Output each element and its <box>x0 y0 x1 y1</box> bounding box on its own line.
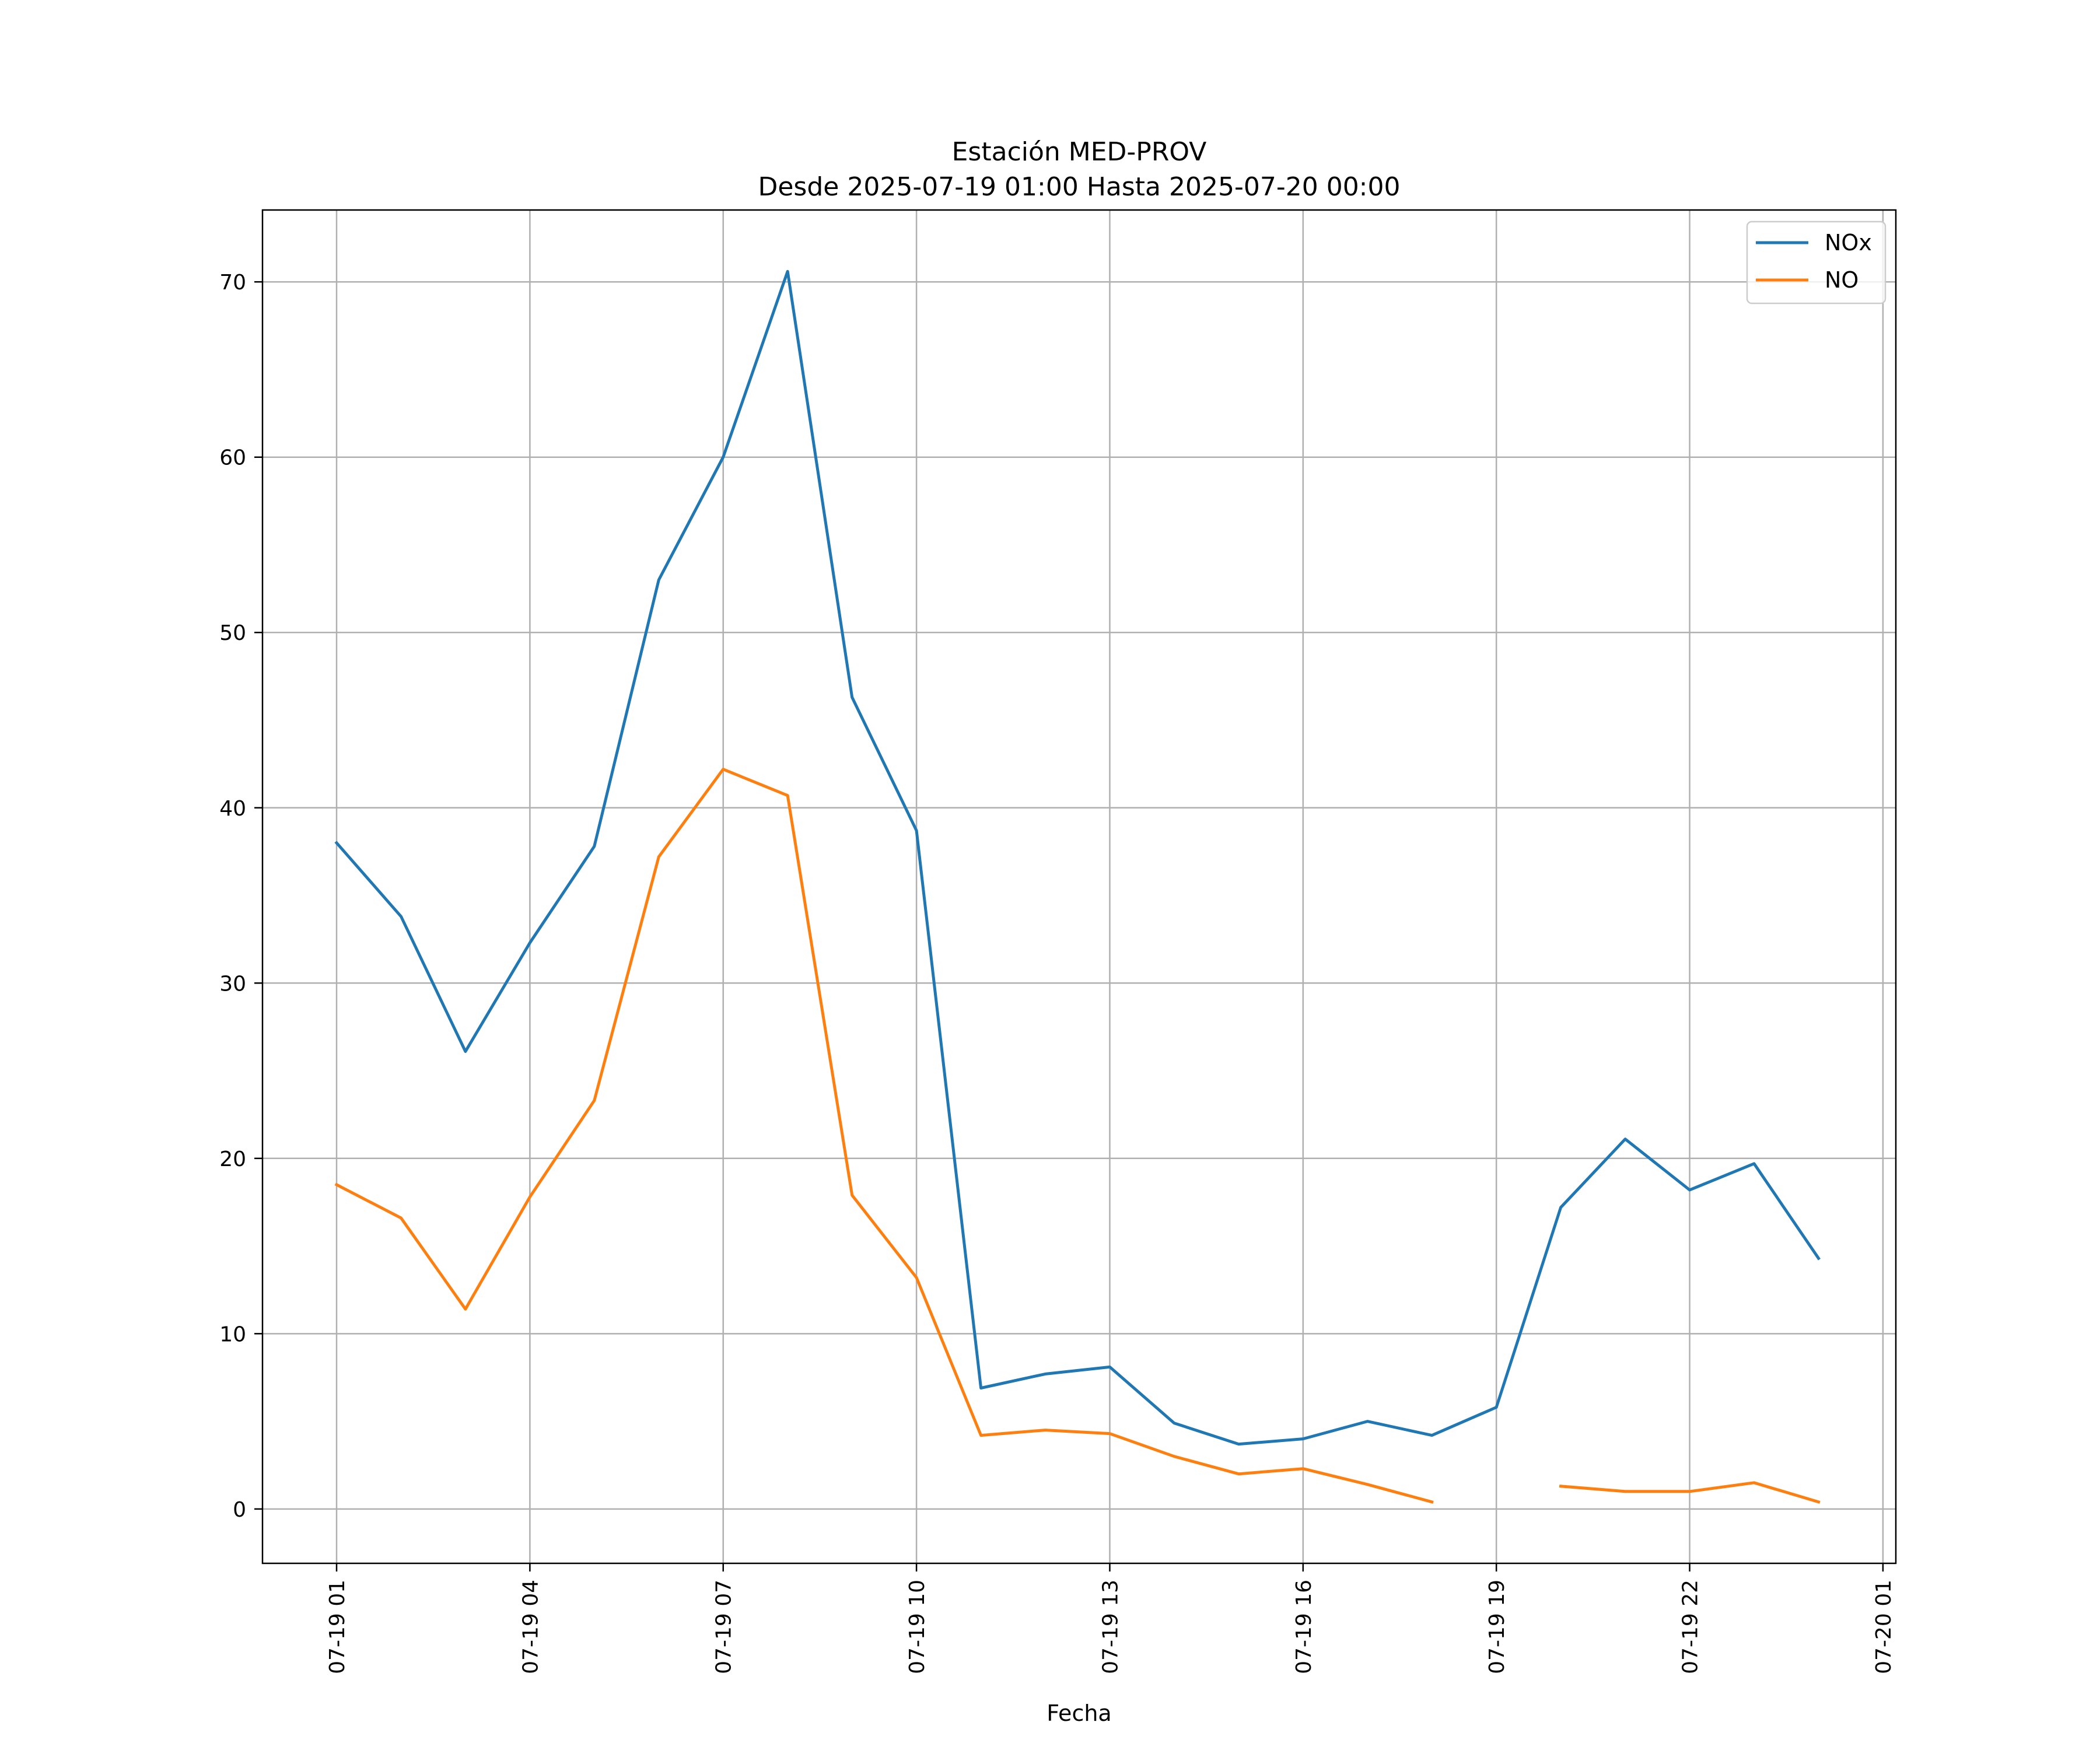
ticks: 07-19 01 07-19 04 07-19 07 07-19 10 07-19 13… <box>219 271 1896 1674</box>
series-no <box>334 768 1821 1504</box>
y-tick-label: 30 <box>219 972 246 996</box>
y-tick-label: 20 <box>219 1147 246 1171</box>
legend: NOx NO <box>1746 220 1887 304</box>
x-tick-label: 07-19 10 <box>905 1580 929 1674</box>
chart-subtitle: Desde 2025-07-19 01:00 Hasta 2025-07-20 … <box>758 172 1400 202</box>
series-line-no <box>1559 1481 1821 1504</box>
y-tick-label: 10 <box>219 1322 246 1346</box>
y-tick-label: 60 <box>219 446 246 470</box>
legend-label-no: NO <box>1825 267 1859 293</box>
x-tick-label: 07-19 22 <box>1679 1580 1703 1674</box>
x-tick-label: 07-20 01 <box>1872 1580 1896 1674</box>
plot-frame <box>261 209 1897 1564</box>
y-tick-label: 0 <box>233 1498 246 1522</box>
series-line-nox <box>334 270 1821 1446</box>
x-tick-label: 07-19 16 <box>1292 1580 1316 1674</box>
series-line-no <box>334 768 1434 1504</box>
x-tick-label: 07-19 07 <box>712 1580 736 1674</box>
series-layer <box>334 270 1821 1504</box>
series-nox <box>334 270 1821 1446</box>
x-tick-label: 07-19 04 <box>519 1580 542 1674</box>
legend-label-nox: NOx <box>1825 230 1872 256</box>
x-axis-label: Fecha <box>1046 1700 1111 1726</box>
x-tick-label: 07-19 19 <box>1485 1580 1509 1674</box>
x-tick-label: 07-19 13 <box>1098 1580 1122 1674</box>
y-tick-label: 70 <box>219 271 246 295</box>
chart-title: Estación MED-PROV <box>952 137 1207 167</box>
grid <box>262 210 1896 1563</box>
x-tick-label: 07-19 01 <box>326 1580 349 1674</box>
y-tick-label: 40 <box>219 797 246 821</box>
y-tick-label: 50 <box>219 621 246 645</box>
